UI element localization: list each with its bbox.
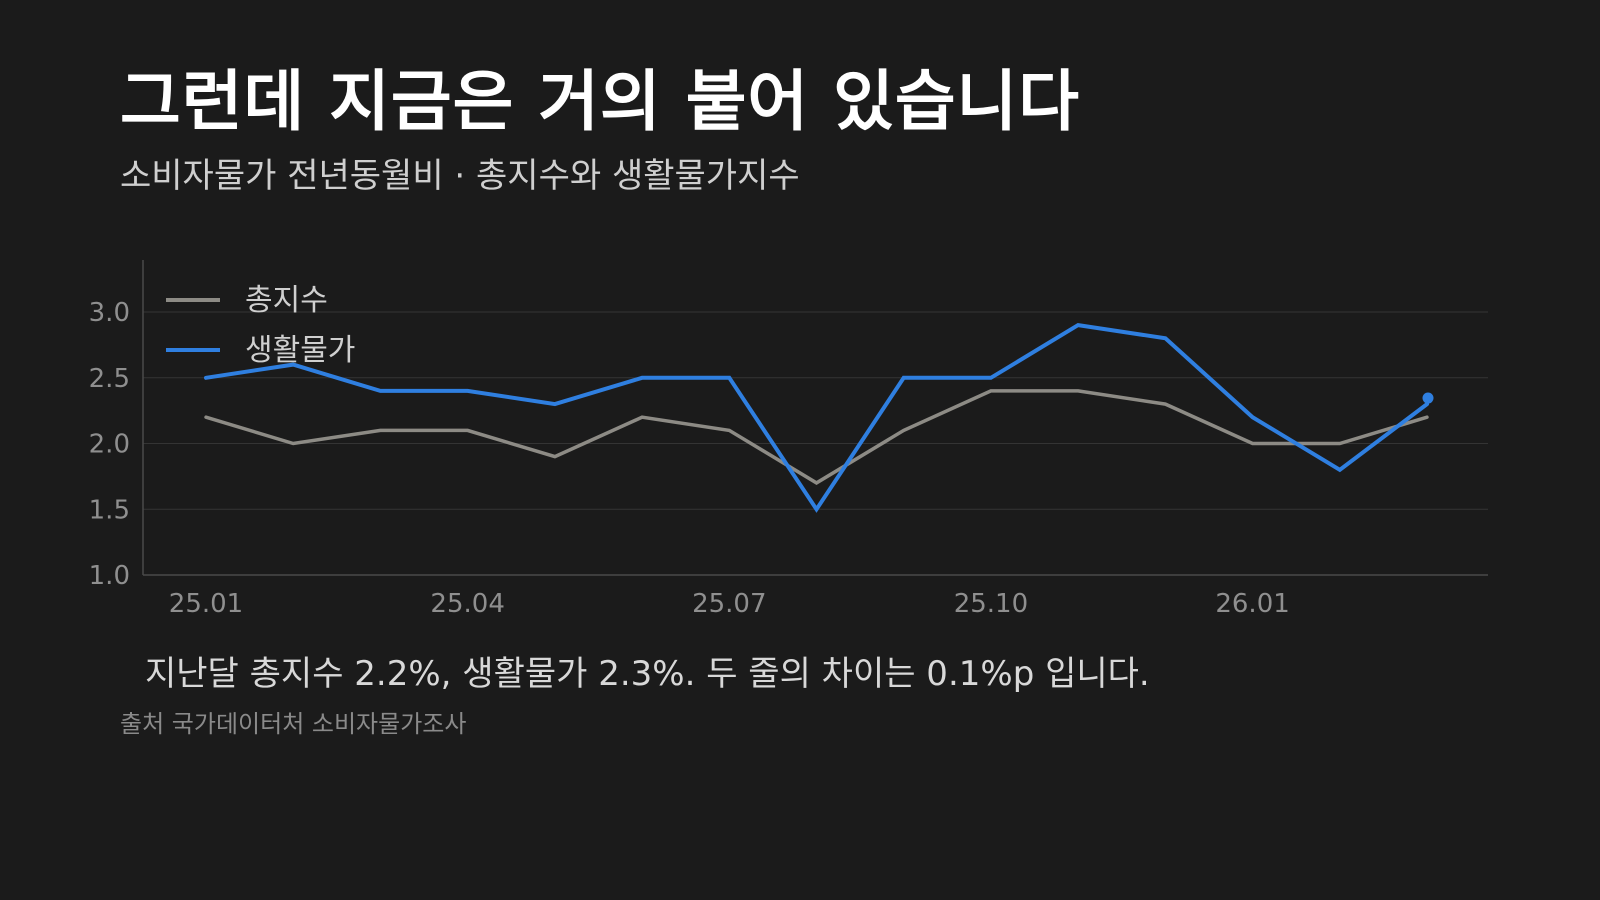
page-title: 그런데 지금은 거의 붙어 있습니다 <box>120 63 1080 140</box>
x-tick-label: 25.10 <box>954 589 1028 619</box>
y-tick-label: 1.0 <box>89 561 130 591</box>
x-tick-label: 25.01 <box>169 589 243 619</box>
x-tick-label: 25.07 <box>692 589 766 619</box>
page-subtitle: 소비자물가 전년동월비 · 총지수와 생활물가지수 <box>120 156 800 196</box>
y-tick-labels: 1.0 1.5 2.0 2.5 3.0 <box>89 298 130 591</box>
y-tick-label: 2.5 <box>89 364 130 394</box>
series-line-overall <box>204 389 1429 485</box>
last-point-marker <box>1422 392 1434 404</box>
y-tick-label: 1.5 <box>89 495 130 525</box>
source-note: 출처 국가데이터처 소비자물가조사 <box>120 710 467 738</box>
series-lines <box>204 323 1434 513</box>
legend-label: 총지수 <box>245 283 328 318</box>
axes <box>142 260 1488 576</box>
summary-text: 지난달 총지수 2.2%, 생활물가 2.3%. 두 줄의 차이는 0.1%p … <box>145 654 1150 694</box>
legend-label: 생활물가 <box>245 333 355 368</box>
x-tick-label: 26.01 <box>1215 589 1289 619</box>
x-tick-labels: 25.01 25.04 25.07 25.10 26.01 <box>169 589 1290 619</box>
y-tick-label: 2.0 <box>89 430 130 460</box>
series-line-living <box>204 323 1429 513</box>
x-tick-label: 25.04 <box>430 589 504 619</box>
y-tick-label: 3.0 <box>89 298 130 328</box>
